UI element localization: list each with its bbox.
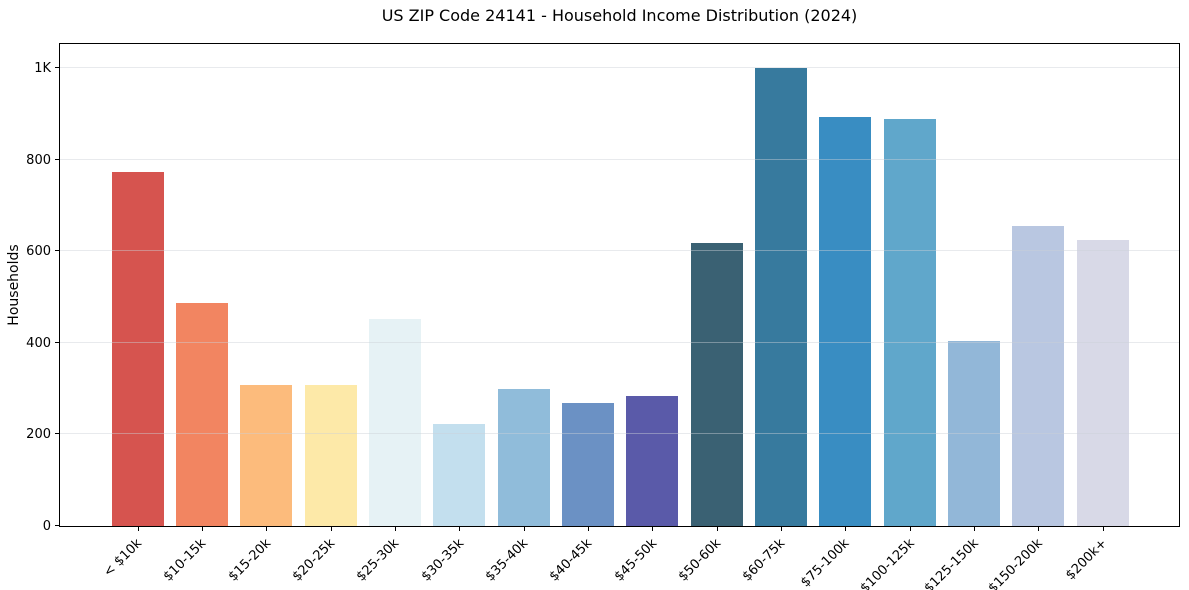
y-tickmark-600 xyxy=(55,250,60,252)
x-tickmark xyxy=(523,526,525,531)
x-tickmark xyxy=(266,526,268,531)
y-tickmark-1K xyxy=(55,67,60,68)
bar-20-25k xyxy=(304,384,357,526)
gridline-400 xyxy=(60,341,1179,343)
x-tick-label-35-40k: $35-40k xyxy=(482,536,532,585)
x-tickmark xyxy=(716,526,718,531)
x-tick-label-30-35k: $30-35k xyxy=(418,536,467,585)
x-tick-label-75-100k: $75-100k xyxy=(798,536,853,590)
y-tick-label-1K: 1K xyxy=(34,61,51,76)
x-tickmark xyxy=(652,526,654,531)
y-tick-label-400: 400 xyxy=(26,335,51,351)
plot-area xyxy=(55,43,1180,531)
gridline-600 xyxy=(60,250,1179,252)
y-tick-label-600: 600 xyxy=(26,244,51,260)
x-tick-label-15-20k: $15-20k xyxy=(225,536,274,585)
x-tick-label-45-50k: $45-50k xyxy=(611,536,660,585)
bar-45-50k xyxy=(626,396,679,526)
x-tick-label-10-15k: $10-15k xyxy=(161,536,210,585)
x-tickmark xyxy=(588,526,589,531)
x-tick-label-200k: $200k+ xyxy=(1063,536,1111,584)
bar-50-60k xyxy=(690,242,743,526)
y-tickmark-400 xyxy=(55,341,60,343)
x-tick-label-50-60k: $50-60k xyxy=(675,536,725,585)
bar-100-125k xyxy=(883,119,936,526)
bar-30-35k xyxy=(433,423,486,526)
x-tickmark xyxy=(781,526,782,531)
x-tickmark xyxy=(1102,526,1104,531)
x-tick-label-125-150k: $125-150k xyxy=(921,536,982,590)
x-tick-label-40-45k: $40-45k xyxy=(547,536,596,585)
y-tick-labels: 0 200 400 600 800 1K xyxy=(0,43,51,534)
x-tick-label-100-125k: $100-125k xyxy=(857,536,918,590)
x-tickmark xyxy=(330,526,332,531)
x-tick-labels: < $10k $10-15k $15-20k $20-25k $25-30k $30-35… xyxy=(59,527,1180,590)
x-tickmark xyxy=(202,526,204,531)
chart-title: US ZIP Code 24141 - Household Income Dis… xyxy=(381,6,858,25)
gridline-200 xyxy=(60,433,1179,435)
x-tickmark xyxy=(1038,526,1040,531)
bar-75-100k xyxy=(819,116,872,526)
x-tickmark xyxy=(973,526,975,531)
y-tick-label-200: 200 xyxy=(26,427,51,443)
y-tick-label-800: 800 xyxy=(26,152,51,168)
y-tickmark-200 xyxy=(55,433,60,435)
x-tick-label-60-75k: $60-75k xyxy=(740,536,789,585)
bar-200k xyxy=(1076,240,1129,526)
x-tickmark xyxy=(909,526,911,531)
x-tickmark xyxy=(395,526,397,531)
gridline-1K xyxy=(60,67,1179,68)
bar-10k xyxy=(111,172,164,526)
y-tick-label-0: 0 xyxy=(42,519,51,534)
bar-125-150k xyxy=(947,340,1000,526)
x-tickmark xyxy=(137,526,139,531)
x-tick-label-20-25k: $20-25k xyxy=(289,536,339,585)
x-tickmark xyxy=(845,526,847,531)
gridline-800 xyxy=(60,158,1179,160)
y-tickmark-0 xyxy=(55,525,60,526)
bar-10-15k xyxy=(176,303,229,526)
x-tick-label-25-30k: $25-30k xyxy=(354,536,403,585)
bar-35-40k xyxy=(497,388,550,526)
bar-25-30k xyxy=(369,318,422,526)
y-tickmark-800 xyxy=(55,158,60,160)
bar-150-200k xyxy=(1012,225,1065,526)
bar-15-20k xyxy=(240,384,293,526)
bar-60-75k xyxy=(755,68,807,526)
x-tickmark xyxy=(459,526,461,531)
x-tick-label-10k: < $10k xyxy=(101,536,146,581)
x-tick-label-150-200k: $150-200k xyxy=(985,536,1046,590)
bar-40-45k xyxy=(562,402,614,526)
